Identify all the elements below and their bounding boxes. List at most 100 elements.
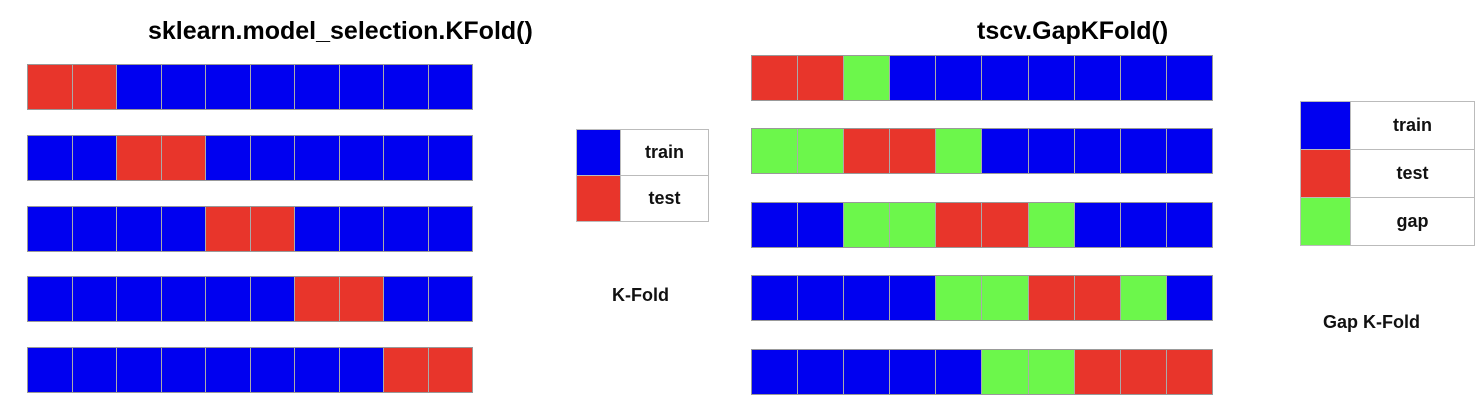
train-fold-cell	[295, 136, 340, 180]
gap-fold-cell	[752, 129, 799, 173]
train-swatch	[576, 129, 621, 176]
train-fold-cell	[1074, 129, 1121, 173]
train-fold-cell	[339, 348, 384, 392]
train-fold-cell	[28, 136, 73, 180]
gap-fold-cell	[1028, 350, 1075, 394]
test-fold-cell	[206, 207, 251, 251]
train-fold-cell	[798, 276, 845, 320]
train-swatch	[1300, 101, 1351, 150]
gap-fold-cell	[982, 350, 1029, 394]
kfold-caption: K-Fold	[612, 285, 669, 305]
gap-fold-cell	[844, 56, 891, 100]
test-swatch	[1300, 149, 1351, 198]
test-fold-cell	[161, 136, 206, 180]
train-fold-cell	[428, 207, 472, 251]
train-fold-cell	[28, 207, 73, 251]
kfold-split-row	[27, 206, 473, 252]
train-fold-cell	[28, 348, 73, 392]
train-fold-cell	[1074, 203, 1121, 247]
train-fold-cell	[250, 277, 295, 321]
gap-fold-cell	[1028, 203, 1075, 247]
gap-kfold-split-row	[751, 275, 1213, 321]
train-fold-cell	[890, 56, 937, 100]
kfold-title: sklearn.model_selection.KFold()	[148, 17, 533, 45]
train-fold-cell	[936, 56, 983, 100]
test-fold-cell	[936, 203, 983, 247]
train-fold-cell	[384, 65, 429, 109]
train-fold-cell	[117, 348, 162, 392]
kfold-split-row	[27, 64, 473, 110]
train-fold-cell	[250, 348, 295, 392]
train-fold-cell	[1120, 56, 1167, 100]
gap-kfold-split-row	[751, 349, 1213, 395]
kfold-split-row	[27, 276, 473, 322]
train-fold-cell	[117, 65, 162, 109]
train-fold-cell	[206, 348, 251, 392]
gap-kfold-caption: Gap K-Fold	[1323, 312, 1420, 332]
train-fold-cell	[428, 136, 472, 180]
test-fold-cell	[250, 207, 295, 251]
kfold-split-row	[27, 135, 473, 181]
gap-kfold-split-row	[751, 55, 1213, 101]
train-fold-cell	[117, 277, 162, 321]
train-fold-cell	[1028, 129, 1075, 173]
train-fold-cell	[1120, 129, 1167, 173]
train-fold-cell	[206, 65, 251, 109]
train-fold-cell	[295, 65, 340, 109]
train-fold-cell	[1166, 129, 1212, 173]
test-fold-cell	[295, 277, 340, 321]
gap-swatch	[1300, 197, 1351, 246]
train-fold-cell	[339, 207, 384, 251]
kfold-legend: train test	[576, 129, 709, 222]
train-fold-cell	[28, 277, 73, 321]
train-fold-cell	[72, 136, 117, 180]
train-fold-cell	[428, 277, 472, 321]
train-fold-cell	[798, 203, 845, 247]
train-fold-cell	[384, 136, 429, 180]
legend-label-test: test	[1350, 149, 1475, 198]
train-fold-cell	[1028, 56, 1075, 100]
train-fold-cell	[250, 136, 295, 180]
train-fold-cell	[384, 277, 429, 321]
train-fold-cell	[161, 207, 206, 251]
train-fold-cell	[72, 207, 117, 251]
train-fold-cell	[982, 56, 1029, 100]
gap-kfold-split-row	[751, 128, 1213, 174]
kfold-legend-row: train	[576, 129, 709, 176]
gap-kfold-legend-row: gap	[1300, 197, 1475, 246]
train-fold-cell	[250, 65, 295, 109]
test-fold-cell	[72, 65, 117, 109]
gap-kfold-legend-row: train	[1300, 101, 1475, 150]
test-fold-cell	[1120, 350, 1167, 394]
gap-fold-cell	[844, 203, 891, 247]
kfold-split-row	[27, 347, 473, 393]
train-fold-cell	[384, 207, 429, 251]
train-fold-cell	[844, 276, 891, 320]
test-fold-cell	[1074, 276, 1121, 320]
train-fold-cell	[339, 65, 384, 109]
test-fold-cell	[339, 277, 384, 321]
gap-fold-cell	[936, 276, 983, 320]
train-fold-cell	[428, 65, 472, 109]
train-fold-cell	[161, 65, 206, 109]
gap-fold-cell	[1120, 276, 1167, 320]
train-fold-cell	[1166, 276, 1212, 320]
legend-label-train: train	[620, 129, 709, 176]
train-fold-cell	[1166, 56, 1212, 100]
train-fold-cell	[752, 350, 799, 394]
test-fold-cell	[1166, 350, 1212, 394]
test-fold-cell	[1028, 276, 1075, 320]
train-fold-cell	[117, 207, 162, 251]
train-fold-cell	[1166, 203, 1212, 247]
train-fold-cell	[161, 348, 206, 392]
legend-label-train: train	[1350, 101, 1475, 150]
test-swatch	[576, 175, 621, 222]
test-fold-cell	[117, 136, 162, 180]
train-fold-cell	[752, 203, 799, 247]
train-fold-cell	[295, 207, 340, 251]
train-fold-cell	[844, 350, 891, 394]
train-fold-cell	[798, 350, 845, 394]
train-fold-cell	[982, 129, 1029, 173]
train-fold-cell	[206, 277, 251, 321]
train-fold-cell	[752, 276, 799, 320]
